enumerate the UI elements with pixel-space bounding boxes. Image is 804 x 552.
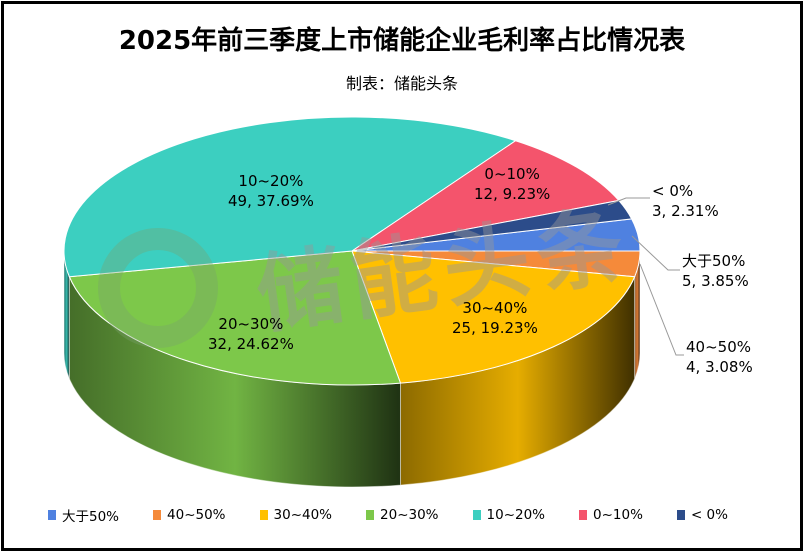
- legend-swatch: [366, 510, 375, 520]
- legend-item-40-50: 40~50%: [153, 505, 226, 525]
- legend-swatch: [579, 510, 588, 520]
- leader-line-40-50: [639, 263, 684, 356]
- data-label-30-40: 30~40% 25, 19.23%: [452, 299, 538, 337]
- legend-item-gt50: 大于50%: [48, 505, 119, 525]
- pie-slice-2: [351, 250, 636, 384]
- pie-slice-5: [351, 140, 620, 252]
- legend-label: < 0%: [690, 507, 728, 523]
- watermark-logo: [98, 228, 218, 348]
- legend-item-30-40: 30~40%: [259, 505, 333, 525]
- legend-item-lt0: < 0%: [676, 505, 728, 525]
- leader-line-gt50: [631, 235, 680, 271]
- legend-item-20-30: 20~30%: [366, 505, 439, 525]
- legend-swatch: [676, 510, 685, 520]
- legend-swatch: [48, 510, 56, 520]
- data-label-40-50: 40~50% 4, 3.08%: [686, 338, 753, 376]
- chart-title: 2025年前三季度上市储能企业毛利率占比情况表: [118, 26, 686, 56]
- data-label-lt0: < 0% 3, 2.31%: [652, 182, 719, 220]
- legend-label: 大于50%: [62, 509, 120, 525]
- legend-label: 10~20%: [486, 507, 546, 523]
- legend-item-10-20: 10~20%: [472, 505, 546, 525]
- legend-swatch: [153, 510, 162, 520]
- legend-label: 40~50%: [167, 507, 226, 523]
- legend-label: 0~10%: [593, 507, 643, 523]
- legend-label: 20~30%: [380, 507, 439, 523]
- legend-swatch: [259, 510, 268, 520]
- chart-subtitle: 制表：储能头条: [345, 74, 458, 93]
- legend-item-0-10: 0~10%: [579, 505, 643, 525]
- data-label-gt50: 大于50% 5, 3.85%: [682, 252, 749, 290]
- data-label-20-30: 20~30% 32, 24.62%: [208, 315, 294, 353]
- data-label-10-20: 10~20% 49, 37.69%: [228, 172, 314, 210]
- leader-line-lt0: [607, 197, 650, 206]
- legend-label: 30~40%: [273, 507, 333, 523]
- legend: 大于50% 40~50% 30~40% 20~30% 10~20% 0~10% …: [48, 505, 762, 525]
- data-label-0-10: 0~10% 12, 9.23%: [474, 165, 551, 203]
- legend-swatch: [472, 510, 481, 520]
